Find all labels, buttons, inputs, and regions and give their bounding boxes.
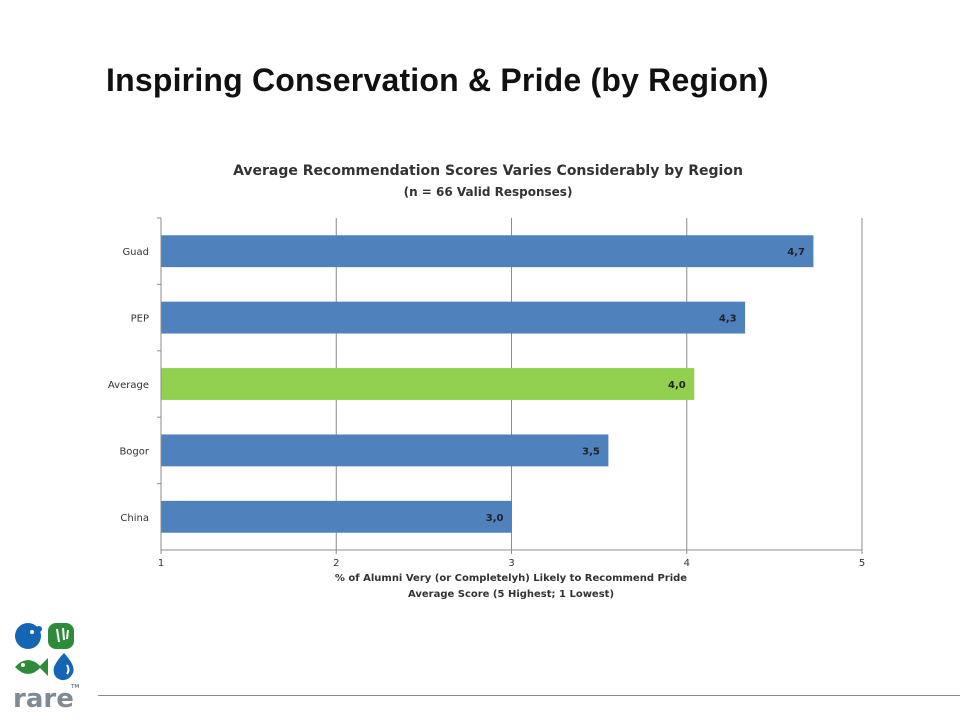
bar-china: [161, 500, 512, 533]
x-tick-label: 1: [158, 558, 164, 569]
y-tick-label-average: Average: [108, 380, 149, 391]
chart-subtitle: (n = 66 Valid Responses): [404, 185, 573, 199]
y-tick-label-guad: Guad: [122, 247, 149, 258]
x-tick-label: 3: [508, 558, 514, 569]
data-label-pep: 4,3: [719, 314, 737, 325]
logo-person-icon: [15, 623, 41, 649]
slide-title: Inspiring Conservation & Pride (by Regio…: [106, 62, 769, 98]
chart-title: Average Recommendation Scores Varies Con…: [233, 163, 743, 179]
bar-bogor: [161, 434, 609, 467]
bar-guad: [161, 235, 814, 268]
rare-logo: rare TM: [13, 623, 79, 712]
bar-chart: Average Recommendation Scores Varies Con…: [108, 163, 865, 600]
logo-drop-icon: [53, 653, 74, 681]
logo-trademark: TM: [71, 684, 79, 690]
data-label-bogor: 3,5: [582, 446, 600, 457]
bar-pep: [161, 301, 746, 334]
x-tick-label: 2: [333, 558, 339, 569]
footer-divider: [98, 695, 960, 696]
y-tick-label-china: China: [120, 513, 149, 524]
logo-fish-icon: [15, 658, 48, 676]
data-label-guad: 4,7: [787, 247, 805, 258]
bars: [161, 235, 814, 533]
data-label-average: 4,0: [668, 380, 686, 391]
x-axis-label-line2: Average Score (5 Highest; 1 Lowest): [408, 589, 614, 600]
x-axis-label-line1: % of Alumni Very (or Completelyh) Likely…: [335, 573, 687, 584]
logo-leaf-icon: [48, 623, 74, 649]
x-tick-label: 4: [684, 558, 690, 569]
data-label-china: 3,0: [486, 513, 504, 524]
labels: 1 2 3 4 5 Guad 4,7 PEP 4,3 Average 4,0 Bogor 3,5 Chin…: [108, 247, 865, 569]
x-tick-label: 5: [859, 558, 865, 569]
bar-average: [161, 368, 695, 400]
y-tick-label-bogor: Bogor: [119, 446, 149, 457]
y-tick-label-pep: PEP: [131, 314, 149, 325]
logo-wordmark: rare: [13, 684, 74, 712]
